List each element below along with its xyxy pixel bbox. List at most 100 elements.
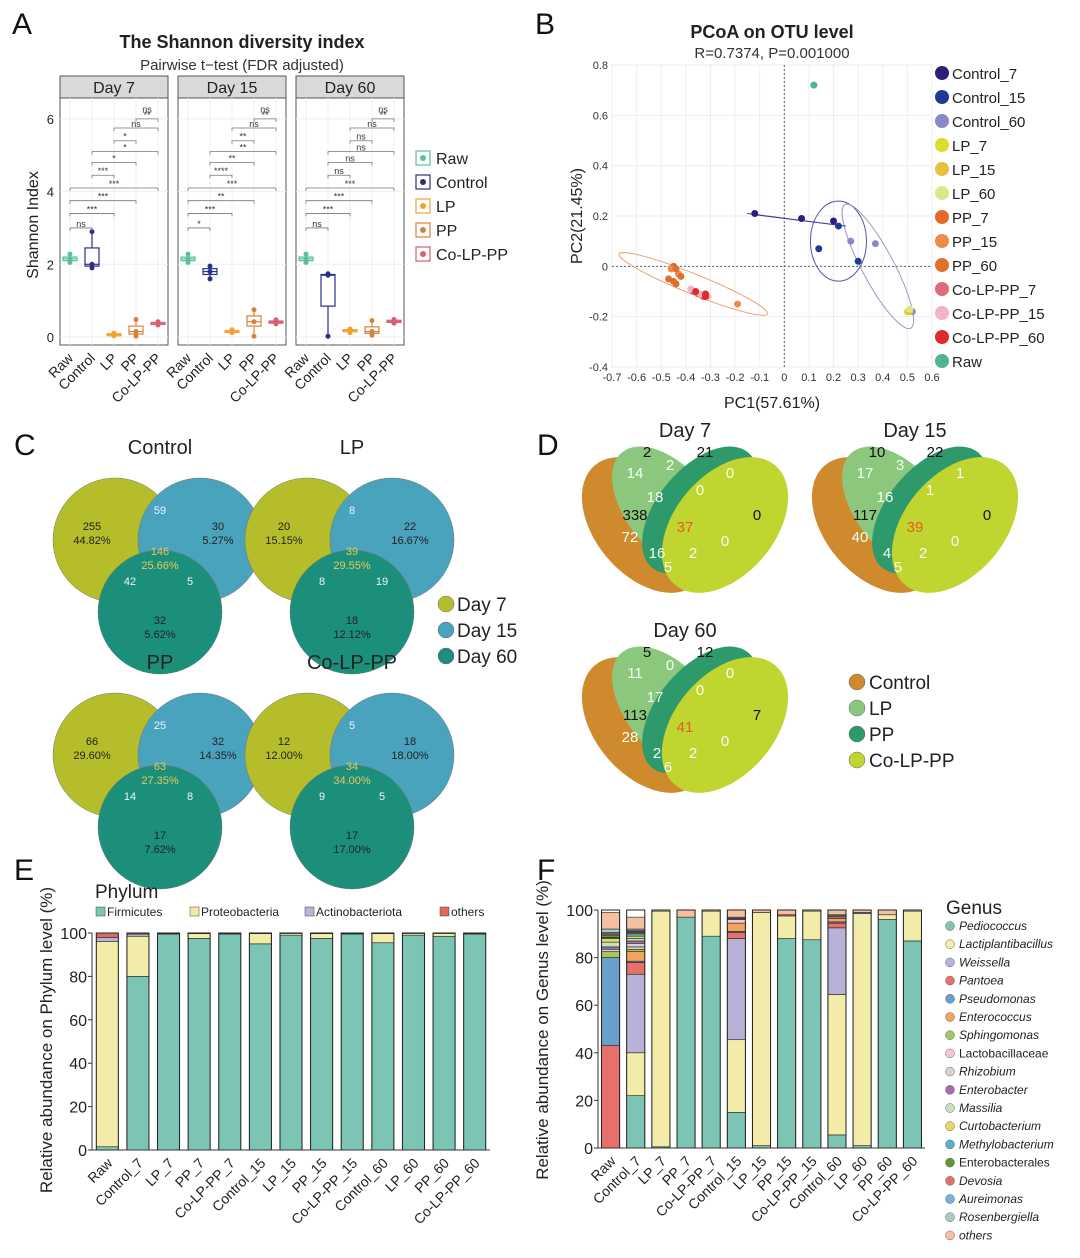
x-tick-label: -0.4 bbox=[676, 372, 695, 384]
bar-segment-firmicutes bbox=[157, 933, 180, 1151]
venn-count: 21 bbox=[697, 444, 714, 461]
significance-bracket bbox=[91, 162, 137, 166]
point-raw bbox=[810, 81, 818, 89]
bar-segment-lactiplantibacillus bbox=[852, 913, 872, 1146]
significance-label: ns bbox=[356, 143, 366, 153]
venn-count: 20 bbox=[278, 521, 290, 533]
legend-dot bbox=[437, 647, 455, 665]
legend-label: Control_7 bbox=[952, 66, 1017, 83]
venn-count: 5 bbox=[664, 559, 672, 576]
venn-count: 19 bbox=[376, 576, 388, 588]
bar-segment-proteobacteria bbox=[95, 941, 119, 1148]
bar-segment-firmicutes bbox=[249, 943, 272, 1151]
y-tick-label: 6 bbox=[47, 112, 54, 127]
bar-segment-lactobacillaceae bbox=[726, 919, 746, 924]
bar-segment-lactiplantibacillus bbox=[651, 910, 671, 1148]
venn-pct: 5.62% bbox=[144, 629, 175, 641]
data-point bbox=[89, 229, 95, 235]
significance-bracket bbox=[187, 213, 233, 217]
data-point bbox=[133, 317, 139, 323]
y-tick-label: 80 bbox=[69, 969, 87, 986]
venn-count: 63 bbox=[154, 761, 166, 773]
legend-dot bbox=[420, 155, 426, 161]
bar-segment-pediococcus bbox=[777, 938, 797, 1149]
data-point bbox=[67, 251, 73, 257]
venn-count: 9 bbox=[319, 791, 325, 803]
bar-segment-others bbox=[726, 909, 746, 918]
legend-dot bbox=[437, 621, 455, 639]
legend-label: Pediococcus bbox=[959, 919, 1027, 933]
panel-label-d: D bbox=[537, 429, 559, 462]
significance-label: ns bbox=[76, 219, 86, 229]
point-control_60 bbox=[871, 240, 879, 248]
significance-bracket bbox=[305, 227, 329, 231]
legend-swatch bbox=[439, 906, 450, 917]
legend-dot bbox=[420, 179, 426, 185]
legend-dot bbox=[945, 1085, 955, 1095]
venn-pct: 15.15% bbox=[265, 535, 303, 547]
facet-label: Day 7 bbox=[93, 80, 135, 97]
venn-count: 11 bbox=[627, 665, 643, 682]
bar-segment-firmicutes bbox=[126, 976, 150, 1151]
bar-segment-others bbox=[676, 909, 696, 918]
y-tick-label: -0.4 bbox=[589, 362, 608, 374]
legend-label: Control bbox=[869, 673, 930, 694]
box-control bbox=[320, 273, 336, 307]
venn-pct: 17.00% bbox=[333, 844, 371, 856]
bar-segment-pantoea bbox=[726, 932, 746, 939]
venn-count: 28 bbox=[622, 729, 639, 746]
bar-segment-lactiplantibacillus bbox=[827, 994, 847, 1136]
data-point bbox=[207, 263, 213, 269]
bar-segment-actinobacteriota bbox=[126, 933, 150, 937]
significance-bracket bbox=[113, 140, 137, 144]
point-lp_60 bbox=[906, 305, 914, 313]
bar-segment-others bbox=[777, 909, 797, 916]
significance-label: ns bbox=[131, 119, 141, 129]
significance-bracket bbox=[327, 162, 373, 166]
panel-label-c: C bbox=[14, 429, 36, 462]
venn-pct: 29.60% bbox=[73, 750, 111, 762]
bar-segment-pantoea bbox=[827, 922, 847, 929]
legend-dot bbox=[945, 1212, 955, 1222]
data-point bbox=[273, 317, 279, 323]
significance-label: *** bbox=[109, 179, 120, 189]
bar-segment-lactiplantibacillus bbox=[802, 910, 822, 941]
venn-count: 18 bbox=[404, 736, 416, 748]
panel-label-f: F bbox=[537, 854, 555, 887]
venn-count: 8 bbox=[187, 791, 193, 803]
venn-count: 0 bbox=[726, 465, 734, 482]
venn-circle-day60 bbox=[97, 549, 223, 675]
y-tick-label: 100 bbox=[60, 926, 87, 943]
bar-segment-lactiplantibacillus bbox=[701, 910, 721, 937]
legend-dot bbox=[945, 1139, 955, 1150]
venn-count: 12 bbox=[697, 644, 714, 661]
group-ellipse bbox=[841, 203, 915, 330]
significance-bracket bbox=[69, 187, 159, 191]
legend-dot bbox=[945, 1230, 955, 1241]
venn-title: Co-LP-PP bbox=[307, 652, 397, 674]
significance-bracket bbox=[305, 200, 373, 204]
venn-count: 25 bbox=[154, 720, 166, 732]
legend-dot bbox=[935, 258, 949, 272]
bar-segment-pediococcus bbox=[802, 939, 822, 1149]
y-tick-label: 40 bbox=[575, 1046, 593, 1063]
significance-label: *** bbox=[323, 204, 334, 214]
chart-title: PCoA on OTU level bbox=[690, 22, 853, 42]
venn-count: 2 bbox=[689, 745, 697, 762]
venn-count: 0 bbox=[696, 682, 704, 699]
bar-segment-enterococcus bbox=[726, 922, 746, 932]
legend-dot bbox=[935, 306, 949, 320]
bar-segment-lactiplantibacillus bbox=[777, 915, 797, 939]
venn-count: 5 bbox=[379, 791, 385, 803]
bar-segment-sphingomonas bbox=[626, 948, 646, 952]
y-tick-label: -0.2 bbox=[589, 312, 608, 324]
y-tick-label: 0.8 bbox=[593, 60, 608, 72]
significance-bracket bbox=[209, 174, 233, 179]
venn-count: 338 bbox=[622, 507, 647, 524]
venn-circle-day60 bbox=[289, 549, 415, 675]
legend-label: Day 15 bbox=[457, 621, 517, 642]
x-tick-label: LP_7 bbox=[142, 1155, 177, 1190]
x-tick-label: 0.4 bbox=[875, 372, 890, 384]
venn-title: Day 7 bbox=[659, 420, 711, 442]
